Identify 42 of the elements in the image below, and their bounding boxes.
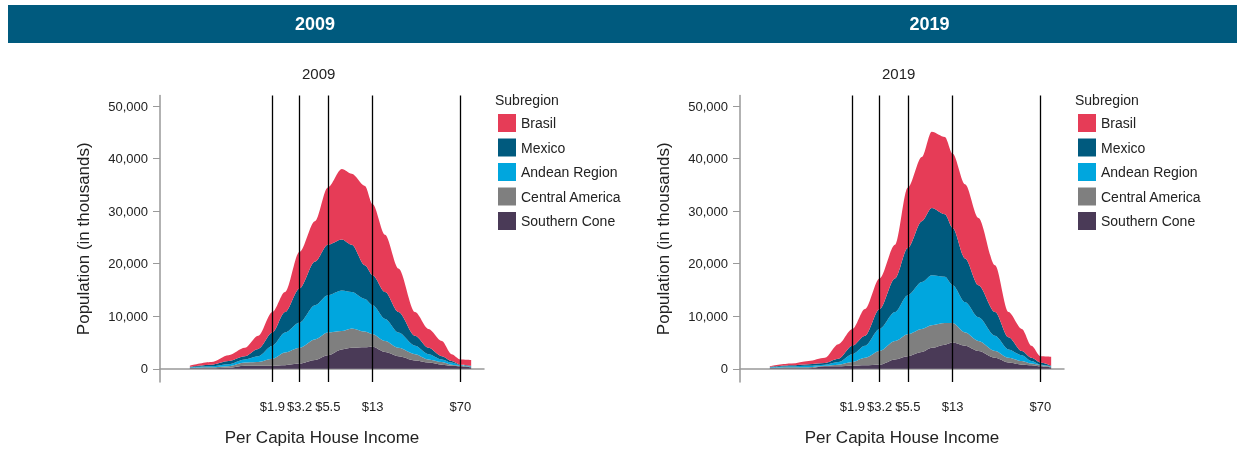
y-tick-label: 40,000 xyxy=(108,151,148,167)
chart-title: 2009 xyxy=(302,65,336,82)
legend-label: Central America xyxy=(1101,188,1201,205)
x-tick-label: $70 xyxy=(449,399,472,414)
legend-title: Subregion xyxy=(1075,92,1139,108)
legend-label: Mexico xyxy=(521,139,566,156)
x-tick-label: $3.2 xyxy=(866,399,893,414)
y-tick-label: 50,000 xyxy=(108,98,148,114)
x-tick-label: $3.2 xyxy=(286,399,313,414)
x-tick-label: $5.5 xyxy=(315,399,341,414)
y-tick-label: 10,000 xyxy=(108,308,148,324)
legend-label: Andean Region xyxy=(1101,164,1198,180)
y-tick-label: 20,000 xyxy=(108,256,148,272)
x-tick-label: $13 xyxy=(361,399,384,414)
x-axis-title: Per Capita House Income xyxy=(804,428,1000,447)
chart-subtitle: 2009 xyxy=(8,5,622,43)
y-tick-label: 0 xyxy=(140,361,148,377)
legend-label: Southern Cone xyxy=(521,213,616,229)
chart-title: 2019 xyxy=(882,65,916,82)
x-tick-label: $70 xyxy=(1029,399,1052,414)
y-tick-label: 30,000 xyxy=(108,203,148,219)
chart-subtitle: 2019 xyxy=(622,5,1237,43)
x-axis-title: Per Capita House Income xyxy=(224,428,420,447)
x-tick-label: $1.9 xyxy=(839,399,866,414)
y-tick-label: 50,000 xyxy=(688,98,728,114)
y-axis-title: Population (in thousands) xyxy=(654,142,673,336)
x-tick-label: $13 xyxy=(941,399,964,414)
legend-label: Brasil xyxy=(1101,115,1137,131)
legend-label: Mexico xyxy=(1101,139,1146,156)
y-axis-title: Population (in thousands) xyxy=(74,142,93,336)
y-tick-label: 40,000 xyxy=(688,151,728,167)
legend-title: Subregion xyxy=(495,92,559,108)
x-tick-label: $5.5 xyxy=(895,399,921,414)
y-tick-label: 10,000 xyxy=(688,308,728,324)
x-tick-label: $1.9 xyxy=(259,399,286,414)
y-tick-label: 20,000 xyxy=(688,256,728,272)
legend-label: Andean Region xyxy=(521,164,618,180)
legend-label: Central America xyxy=(521,188,621,205)
y-tick-label: 30,000 xyxy=(688,203,728,219)
legend-label: Southern Cone xyxy=(1101,213,1196,229)
y-tick-label: 0 xyxy=(720,361,728,377)
legend-label: Brasil xyxy=(521,115,557,131)
